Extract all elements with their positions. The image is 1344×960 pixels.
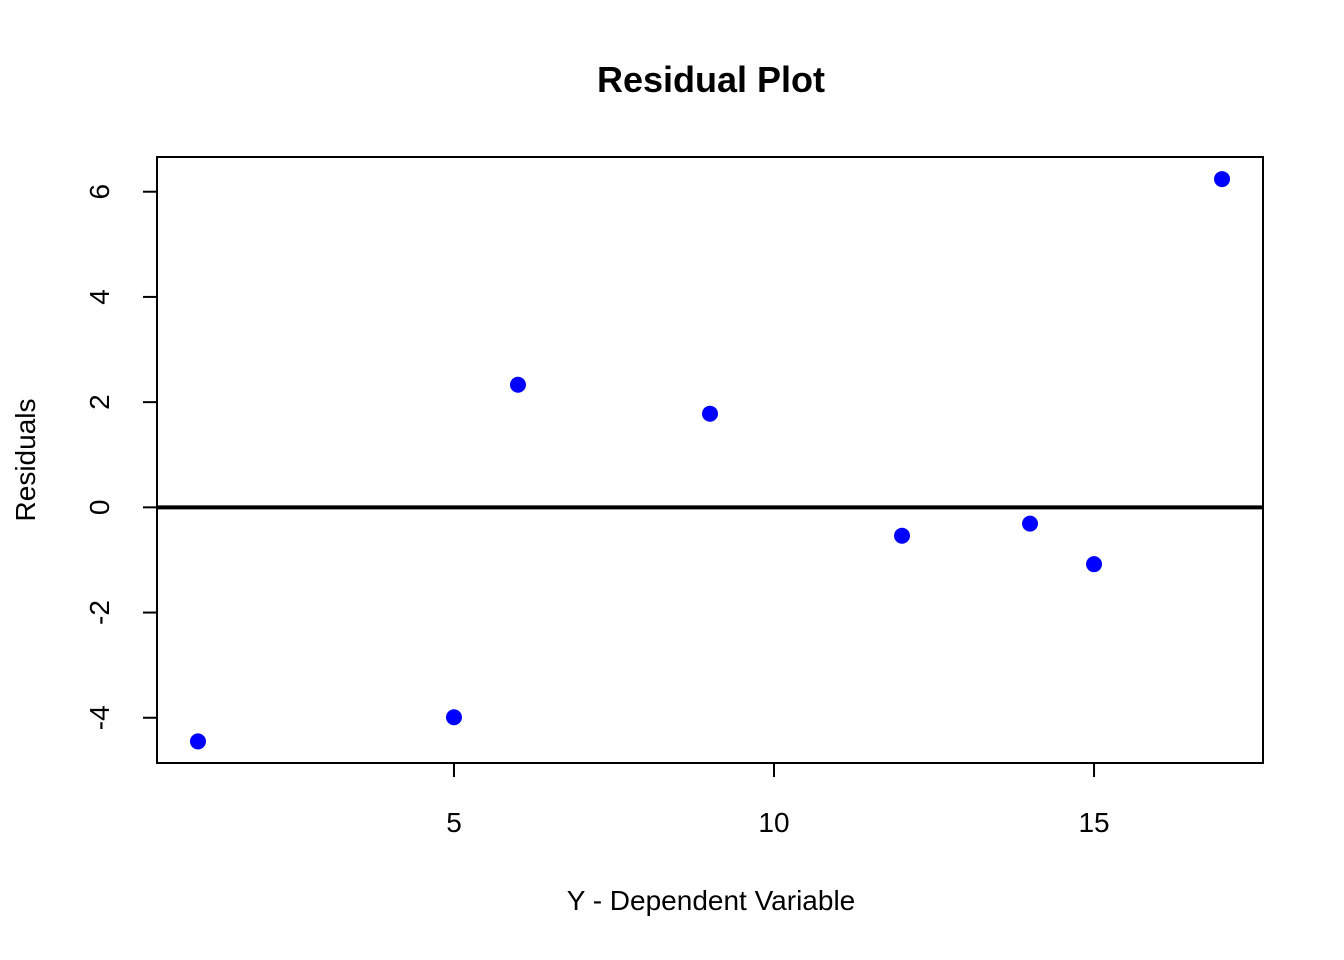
- data-point: [445, 709, 462, 726]
- y-tick-label: -2: [84, 600, 115, 625]
- y-tick-label: -4: [84, 705, 115, 730]
- x-tick-label: 15: [1078, 807, 1109, 838]
- chart-title: Residual Plot: [597, 59, 825, 100]
- x-tick-label: 5: [446, 807, 462, 838]
- data-point: [509, 376, 526, 393]
- data-point: [1022, 515, 1039, 532]
- y-axis-label: Residuals: [10, 399, 41, 522]
- x-axis: 5 10 15: [446, 762, 1110, 838]
- y-tick-label: 0: [84, 500, 115, 516]
- x-tick-label: 10: [758, 807, 789, 838]
- data-point: [1214, 171, 1231, 188]
- data-point: [894, 527, 911, 544]
- y-tick-label: 2: [84, 394, 115, 410]
- y-axis: -4 -2 0 2 4 6: [84, 184, 158, 730]
- x-axis-label: Y - Dependent Variable: [567, 885, 856, 916]
- data-points: [189, 171, 1231, 750]
- data-point: [1086, 556, 1103, 573]
- y-tick-label: 6: [84, 184, 115, 200]
- data-point: [702, 405, 718, 422]
- plot-frame: [156, 156, 1264, 764]
- data-point: [189, 733, 206, 750]
- y-tick-label: 4: [84, 289, 115, 305]
